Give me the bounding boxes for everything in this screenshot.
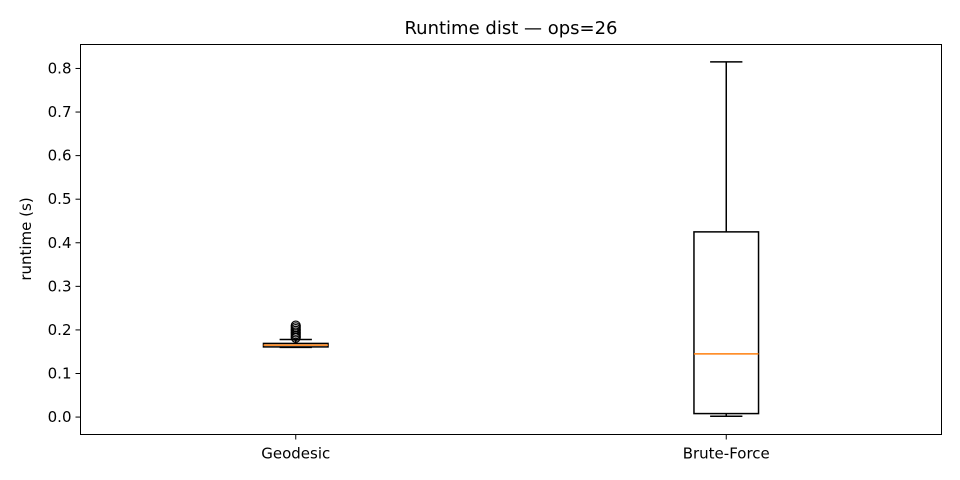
box-geodesic [262, 320, 329, 349]
y-tick-label: 0.5 [48, 190, 72, 208]
y-tick-label: 0.0 [48, 408, 72, 426]
y-tick-label: 0.7 [48, 103, 72, 121]
y-tick-label: 0.8 [48, 59, 72, 77]
y-tick-label: 0.4 [48, 234, 72, 252]
iqr-box [693, 231, 760, 415]
y-tick-label: 0.6 [48, 147, 72, 165]
outlier-point [290, 320, 301, 331]
box-brute-force [693, 61, 760, 417]
x-tick-label: Geodesic [261, 445, 330, 463]
plot-frame [80, 44, 942, 435]
y-tick-label: 0.1 [48, 364, 72, 382]
chart-title: Runtime dist — ops=26 [404, 18, 617, 39]
y-tick-label: 0.2 [48, 321, 72, 339]
y-axis-ticks: 0.0 0.1 0.2 0.3 0.4 0.5 0.6 0.7 0.8 [48, 59, 81, 426]
x-tick-label: Brute-Force [683, 445, 770, 463]
box-series [262, 61, 760, 417]
y-axis-label: runtime (s) [17, 197, 35, 280]
y-tick-label: 0.3 [48, 277, 72, 295]
x-axis-ticks: Geodesic Brute-Force [261, 434, 770, 463]
